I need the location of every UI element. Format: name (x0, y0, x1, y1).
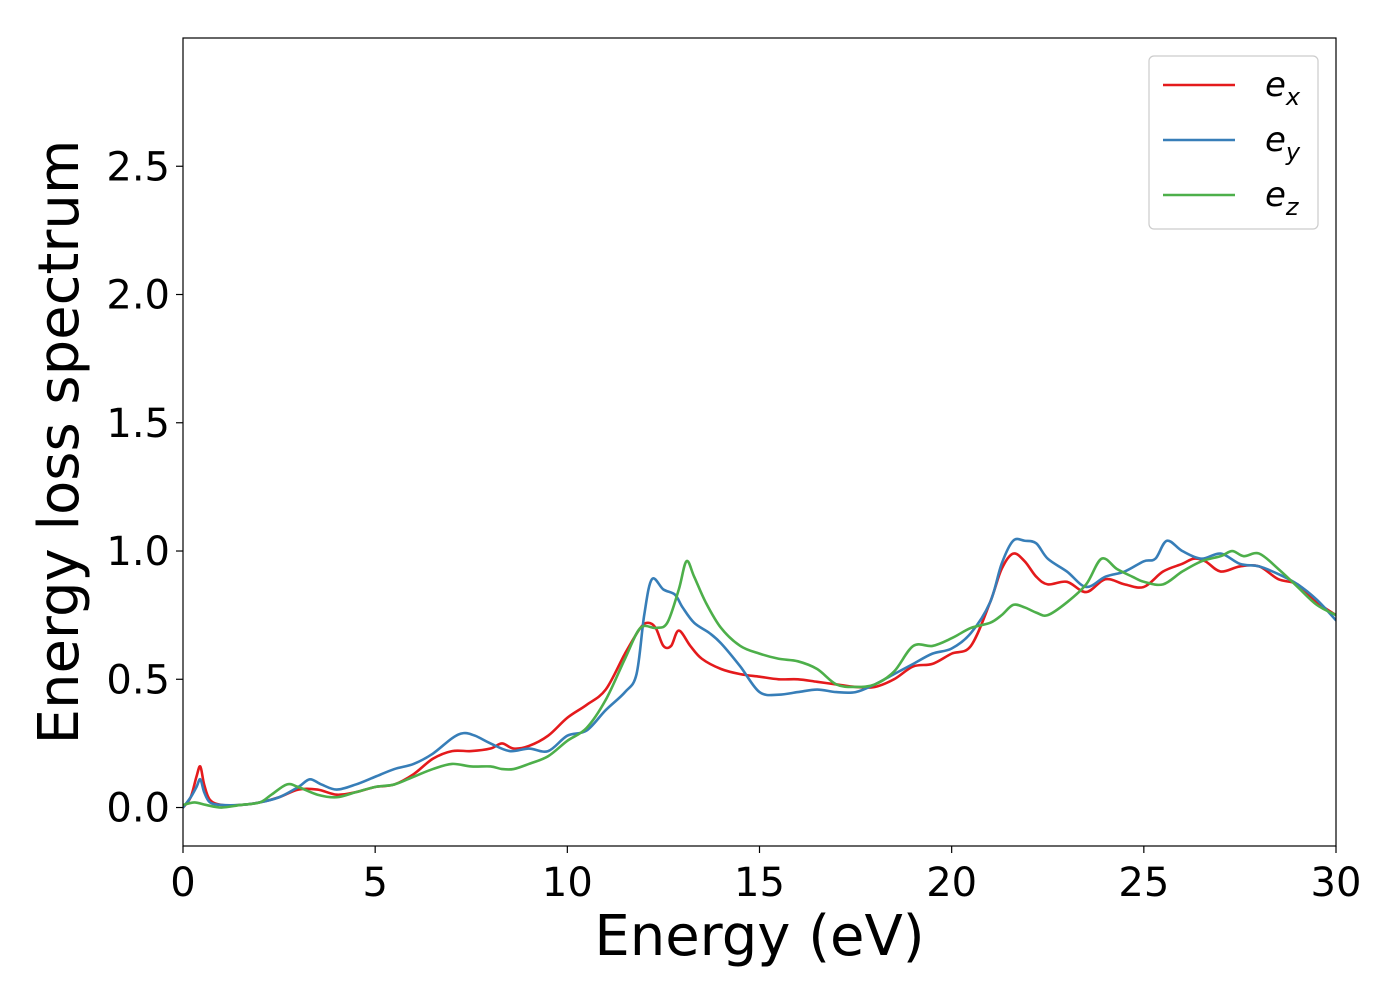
legend-label-subscript: x (1285, 83, 1301, 111)
y-tick-label: 0.5 (106, 657, 170, 703)
legend-label-subscript: z (1285, 193, 1300, 221)
series-line-e-y (183, 537, 1336, 809)
legend-label-subscript: y (1285, 138, 1301, 166)
x-tick-label: 30 (1311, 860, 1362, 906)
legend-label-base: e (1265, 175, 1286, 215)
legend-box (1148, 55, 1319, 230)
x-tick-label: 20 (926, 860, 977, 906)
x-tick-label: 15 (734, 860, 785, 906)
series-layer (183, 537, 1336, 809)
x-axis-ticks: 0 5 10 15 20 25 30 (170, 846, 1361, 906)
series-line-e-z (183, 549, 1336, 809)
x-tick-label: 10 (542, 860, 593, 906)
x-tick-label: 0 (170, 860, 195, 906)
legend-label-e-z: ez (1265, 175, 1300, 221)
legend-label-e-x: ex (1265, 65, 1301, 111)
y-tick-label: 0.0 (106, 786, 170, 832)
y-tick-label: 2.5 (106, 144, 170, 190)
legend-label-e-y: ey (1265, 120, 1301, 166)
legend-label-base: e (1265, 120, 1286, 160)
y-axis-title: Energy loss spectrum (27, 140, 92, 745)
series-line-e-x (183, 552, 1336, 809)
y-tick-label: 1.5 (106, 401, 170, 447)
x-axis-title: Energy (eV) (594, 904, 924, 969)
x-tick-label: 5 (362, 860, 387, 906)
x-tick-label: 25 (1118, 860, 1169, 906)
y-tick-label: 2.0 (106, 273, 170, 319)
y-axis-ticks: 0.0 0.5 1.0 1.5 2.0 2.5 (106, 144, 183, 832)
y-tick-label: 1.0 (106, 529, 170, 575)
legend-label-base: e (1265, 65, 1286, 105)
